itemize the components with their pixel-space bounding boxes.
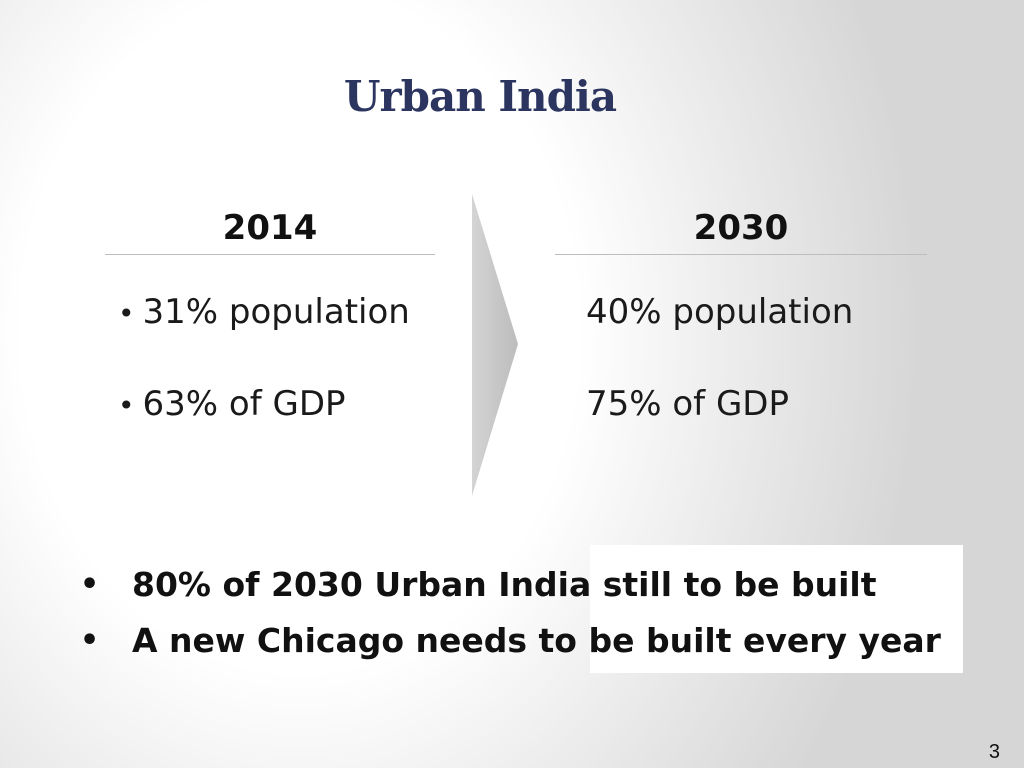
bullet-icon: • [118, 389, 135, 422]
callout-item: • A new Chicago needs to be built every … [80, 612, 980, 668]
bullet-icon: • [80, 566, 100, 602]
list-item-label: 63% of GDP [142, 384, 346, 424]
list-item-label: 75% of GDP [586, 384, 789, 424]
slide-title: Urban India [343, 72, 617, 121]
callout-box [590, 545, 963, 673]
list-item: • 31% population [118, 292, 410, 332]
bullet-icon: • [118, 297, 135, 330]
chevron-arrow-icon [472, 194, 518, 496]
list-item: 40% population [586, 292, 853, 332]
callout-item-label: A new Chicago needs to be built every ye… [132, 620, 941, 660]
list-item: • 63% of GDP [118, 384, 346, 424]
column-header-2014: 2014 [222, 208, 318, 248]
column-divider-left [105, 254, 435, 255]
callout-item-label: 80% of 2030 Urban India still to be buil… [132, 564, 877, 604]
page-number: 3 [988, 741, 1000, 763]
column-header-2030: 2030 [693, 208, 789, 248]
column-divider-right [555, 254, 927, 255]
list-item-label: 31% population [142, 292, 410, 332]
callout-list: • 80% of 2030 Urban India still to be bu… [80, 556, 980, 668]
callout-item: • 80% of 2030 Urban India still to be bu… [80, 556, 980, 612]
list-item-label: 40% population [586, 292, 854, 332]
bullet-icon: • [80, 622, 100, 658]
list-item: 75% of GDP [586, 384, 789, 424]
